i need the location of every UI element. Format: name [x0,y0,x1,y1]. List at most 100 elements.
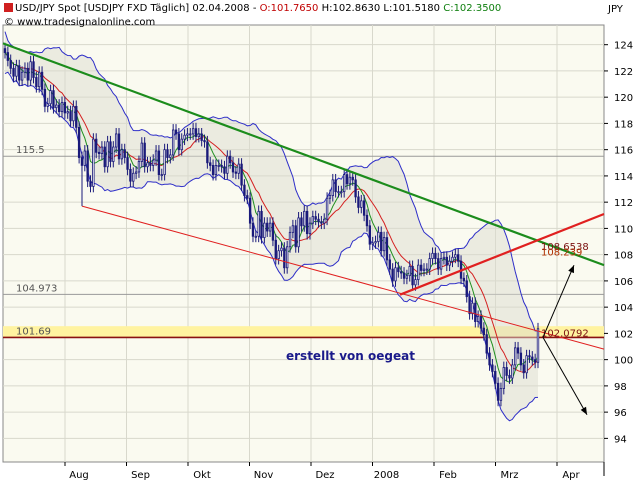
candle-body [300,217,303,227]
candle-body [362,200,366,216]
candle-body [266,222,269,232]
x-tick-label: Feb [439,470,457,480]
candle-body [351,176,354,181]
candle-body [496,382,500,401]
candle-body [345,174,349,185]
candle-body [174,129,178,135]
candle-body [474,302,477,322]
candle-body [186,133,189,136]
candle-body [320,221,323,224]
candle-body [431,252,434,259]
candle-body [20,71,24,81]
candle-body [417,264,420,280]
candle-body [117,133,121,160]
y-tick-label: 122 [614,67,633,78]
candle-body [314,216,317,220]
y-tick-label: 120 [614,93,633,104]
candle-body [317,218,320,223]
candle-body [169,154,172,158]
candle-body [231,162,235,173]
projection-arrow-up [542,264,575,338]
candle-body [331,179,334,197]
candle-body [206,141,209,164]
author-annotation: erstellt von oegeat [286,349,415,363]
candle-body [516,347,520,354]
candle-body [134,171,138,174]
price-label: 108.6538 [541,242,589,253]
candle-body [408,266,411,277]
candle-body [502,367,505,389]
header-open: O:101.7650 [259,3,319,14]
candle-body [166,149,169,158]
candle-body [203,140,206,143]
candle-body [55,104,58,109]
trend-line-lower [81,205,605,350]
candle-body [476,315,480,322]
candle-body [217,165,220,167]
candle-body [129,168,132,182]
candle-body [191,128,195,135]
candle-body [52,90,55,109]
candle-body [325,197,329,220]
candle-body [152,159,155,166]
candle-body [425,268,429,271]
candle-body [508,374,511,379]
candle-body [92,138,95,187]
candle-body [514,347,517,366]
candle-body [288,231,292,248]
candle-body [32,61,35,78]
candle-body [471,302,474,315]
candle-body [382,237,386,252]
price-zone [3,326,604,338]
candle-body [465,280,468,298]
y-tick-label: 110 [614,224,633,235]
candle-body [248,197,252,224]
candle-body [374,241,377,244]
candle-body [220,165,223,168]
candle-body [411,266,414,286]
x-tick-label: Nov [254,470,274,480]
candle-body [149,162,152,166]
candle-body [380,231,383,252]
candle-body [445,256,448,266]
x-tick-label: Dez [315,470,334,480]
candle-body [391,268,394,282]
y-tick-label: 96 [614,408,627,419]
candle-body [137,161,141,173]
y-tick-label: 112 [614,198,633,209]
candle-body [439,258,443,270]
candle-body [18,65,21,81]
horizontal-level-label: 101.69 [16,326,51,337]
candle-body [434,252,437,259]
candle-body [143,142,146,168]
candle-body [303,210,306,227]
candle-body [285,246,289,269]
candle-body [72,105,75,122]
trend-line-support [399,212,605,296]
candle-body [257,210,260,237]
candle-body [160,174,163,177]
candle-body [400,271,403,274]
candle-body [368,225,372,245]
candle-body [189,133,192,136]
projection-arrow-down [542,337,588,416]
candle-body [38,71,41,88]
x-tick-label: 2008 [374,470,399,480]
candle-body [263,222,266,238]
candle-body [126,157,129,170]
y-tick-label: 100 [614,356,633,367]
candle-body [43,88,47,107]
candle-body [86,150,89,182]
candle-body [462,277,466,282]
candle-body [35,77,38,88]
candle-body [479,315,483,329]
candle-body [354,179,357,198]
chart-header: USD/JPY Spot [USDJPY FXD Täglich] 02.04.… [4,3,501,14]
candle-body [348,176,352,185]
candle-body [311,216,315,224]
candle-body [223,166,226,174]
candle-body [29,61,32,81]
candle-body [240,163,243,186]
